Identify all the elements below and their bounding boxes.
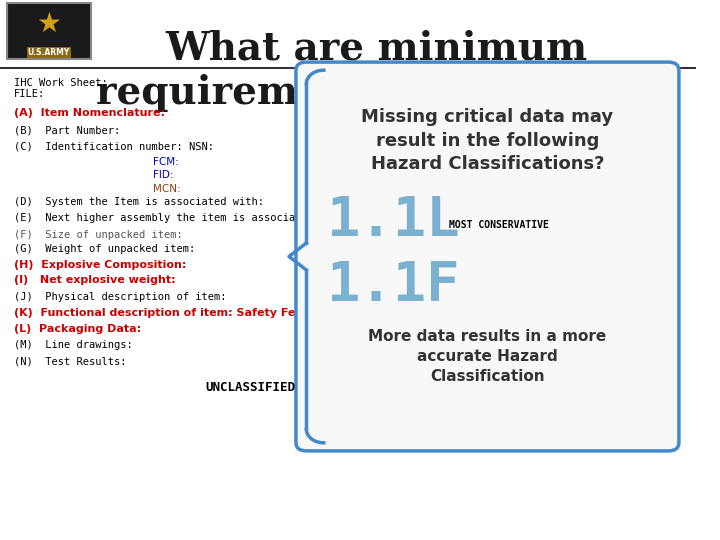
Text: (D)  System the Item is associated with:: (D) System the Item is associated with: — [14, 197, 264, 207]
Text: U.S.ARMY: U.S.ARMY — [27, 48, 70, 57]
Text: (I)   Net explosive weight:: (I) Net explosive weight: — [14, 275, 176, 286]
Text: ★: ★ — [36, 10, 61, 38]
FancyBboxPatch shape — [296, 62, 679, 451]
Text: IHC Work Sheet:: IHC Work Sheet: — [14, 78, 108, 89]
Text: MCN:: MCN: — [153, 184, 181, 194]
Text: (K)  Functional description of item: Safety Features?: (K) Functional description of item: Safe… — [14, 308, 342, 318]
Text: FCM:: FCM: — [153, 157, 179, 167]
Text: (M)  Line drawings:: (M) Line drawings: — [14, 340, 132, 350]
Text: (F)  Size of unpacked item:: (F) Size of unpacked item: — [14, 230, 183, 240]
Text: FID:: FID: — [153, 170, 174, 180]
Text: (N)  Test Results:: (N) Test Results: — [14, 356, 127, 367]
Text: (L)  Packaging Data:: (L) Packaging Data: — [14, 324, 141, 334]
Text: What are minimum
requirements for an IHC?: What are minimum requirements for an IHC… — [96, 30, 657, 112]
Text: (C)  Identification number: NSN:: (C) Identification number: NSN: — [14, 141, 214, 152]
Text: 1.1L: 1.1L — [328, 194, 461, 247]
Text: (G)  Weight of unpacked item:: (G) Weight of unpacked item: — [14, 244, 195, 254]
Text: UNCLASSIFIED: UNCLASSIFIED — [206, 381, 296, 394]
Text: Missing critical data may
result in the following
Hazard Classifications?: Missing critical data may result in the … — [361, 108, 613, 173]
Text: MOST CONSERVATIVE: MOST CONSERVATIVE — [449, 220, 549, 230]
Text: (B)  Part Number:: (B) Part Number: — [14, 125, 120, 136]
Text: (A)  Item Nomenclature:: (A) Item Nomenclature: — [14, 108, 165, 118]
Text: More data results in a more
accurate Hazard
Classification: More data results in a more accurate Haz… — [369, 329, 606, 384]
Text: (H)  Explosive Composition:: (H) Explosive Composition: — [14, 260, 186, 271]
Text: (J)  Physical description of item:: (J) Physical description of item: — [14, 292, 226, 302]
Text: FILE:: FILE: — [14, 89, 45, 99]
Text: (E)  Next higher assembly the item is associated with:: (E) Next higher assembly the item is ass… — [14, 213, 351, 224]
Text: 1.1F: 1.1F — [328, 259, 461, 312]
FancyBboxPatch shape — [7, 3, 91, 59]
